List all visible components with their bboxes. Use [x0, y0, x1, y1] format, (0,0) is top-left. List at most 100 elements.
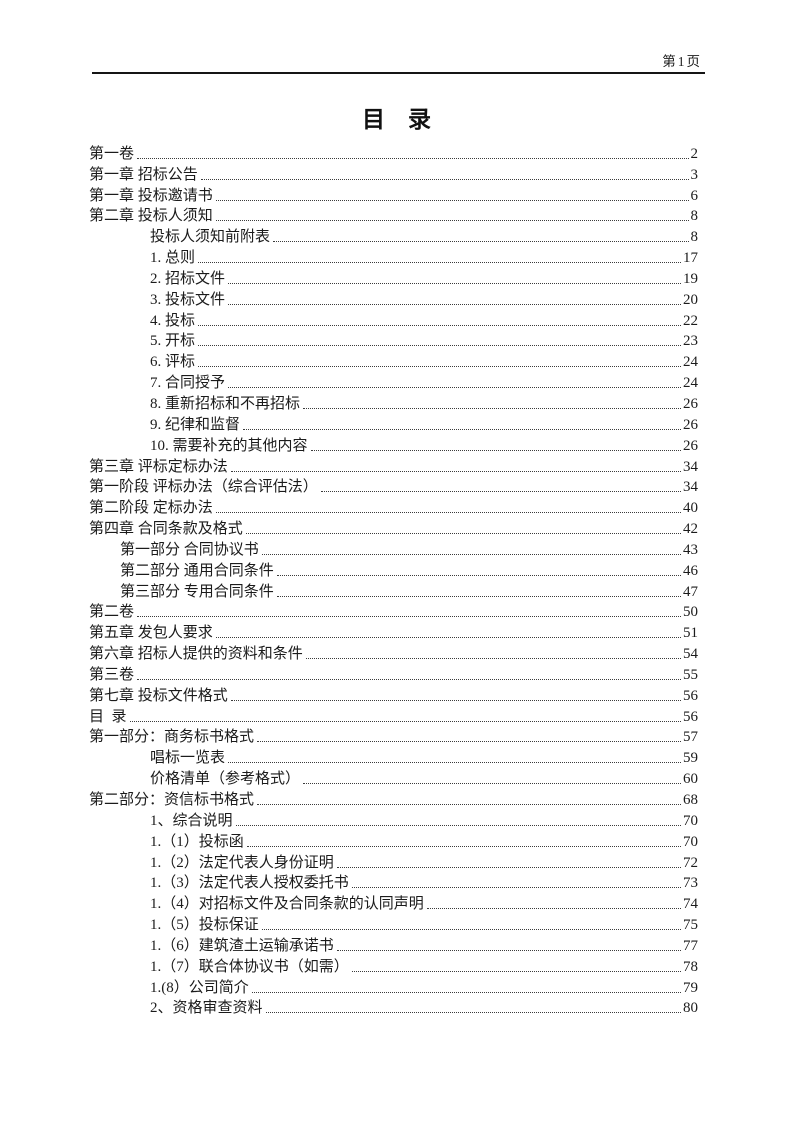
toc-entry-label: 第二阶段 定标办法	[89, 500, 213, 517]
toc-leader-dots	[198, 366, 681, 368]
toc-entry-label: 1.（7）联合体协议书（如需）	[150, 958, 349, 975]
toc-leader-dots	[261, 553, 681, 555]
toc-entry-page: 77	[683, 937, 698, 954]
toc-leader-dots	[336, 949, 681, 951]
toc-entry: 第一章 招标公告 3	[89, 163, 698, 184]
toc-entry-label: 第七章 投标文件格式	[89, 687, 228, 704]
toc-entry-page: 70	[683, 833, 698, 850]
toc-entry-page: 6	[690, 187, 699, 204]
toc-entry-page: 17	[683, 250, 698, 267]
toc-entry: 第二部分 通用合同条件 46	[89, 559, 698, 580]
toc-entry-page: 57	[683, 729, 698, 746]
toc-entry-label: 第二部分：资信标书格式	[89, 792, 255, 808]
toc-entry-label: 2、资格审查资料	[150, 1000, 263, 1017]
toc-entry-label: 第三部分 专用合同条件	[120, 583, 274, 600]
toc-entry-label: 第三章 评标定标办法	[89, 458, 228, 475]
toc-entry-label: 9. 纪律和监督	[150, 416, 241, 433]
toc-entry-label: 第一章 投标邀请书	[89, 187, 213, 204]
toc-entry-page: 75	[683, 917, 698, 934]
toc-entry: 价格清单（参考格式） 60	[89, 767, 698, 788]
toc-leader-dots	[246, 845, 681, 847]
page-title: 目 录	[362, 107, 431, 132]
header-page-number: 第1页	[659, 50, 705, 74]
toc-entry-label: 第二卷	[89, 604, 135, 621]
toc-entry-label: 第五章 发包人要求	[89, 625, 213, 642]
toc-entry-label: 第一部分 合同协议书	[120, 541, 259, 558]
toc-entry: 第七章 投标文件格式 56	[89, 684, 698, 705]
toc-entry-label: 第一卷	[89, 145, 135, 162]
toc-entry: 1.（6）建筑渣土运输承诺书 77	[89, 934, 698, 955]
toc-leader-dots	[215, 512, 681, 514]
toc-leader-dots	[351, 887, 681, 889]
toc-entry-page: 68	[683, 792, 698, 808]
toc-entry-page: 24	[683, 354, 698, 371]
toc-entry-label: 第六章 招标人提供的资料和条件	[89, 646, 303, 663]
header-rule	[92, 72, 705, 74]
toc-entry-page: 70	[683, 812, 698, 829]
toc-leader-dots	[230, 699, 681, 701]
toc-leader-dots	[137, 157, 689, 159]
toc-entry: 第一章 投标邀请书 6	[89, 184, 698, 205]
toc-entry: 目 录 56	[89, 705, 698, 726]
toc-leader-dots	[228, 303, 681, 305]
toc-leader-dots	[215, 637, 681, 639]
toc-leader-dots	[351, 970, 681, 972]
toc-leader-dots	[276, 595, 681, 597]
toc-leader-dots	[273, 241, 689, 243]
toc-entry: 1.（3）法定代表人授权委托书 73	[89, 872, 698, 893]
toc-entry: 1.（7）联合体协议书（如需） 78	[89, 955, 698, 976]
toc-entry: 1.（5）投标保证 75	[89, 913, 698, 934]
toc-leader-dots	[198, 262, 681, 264]
toc-entry-page: 34	[683, 479, 698, 496]
toc-entry-label: 10. 需要补充的其他内容	[150, 437, 308, 454]
toc-leader-dots	[257, 741, 681, 743]
toc-entry: 9. 纪律和监督 26	[89, 413, 698, 434]
toc-entry: 6. 评标 24	[89, 350, 698, 371]
toc-entry: 第二阶段 定标办法 40	[89, 496, 698, 517]
toc-leader-dots	[200, 178, 689, 180]
toc-entry-page: 73	[683, 875, 698, 892]
toc-entry-label: 第三卷	[89, 666, 135, 683]
toc-entry-label: 4. 投标	[150, 312, 196, 329]
toc-entry: 第一部分：商务标书格式 57	[89, 726, 698, 747]
toc-entry-label: 1.(8）公司简介	[150, 979, 249, 996]
toc-leader-dots	[257, 804, 681, 805]
toc-entry: 第四章 合同条款及格式 42	[89, 517, 698, 538]
toc-entry-page: 60	[683, 771, 698, 788]
toc-entry: 第二部分：资信标书格式 68	[89, 788, 698, 809]
toc-entry-label: 第四章 合同条款及格式	[89, 521, 243, 538]
toc-entry-page: 54	[683, 646, 698, 663]
toc-entry-page: 26	[683, 416, 698, 433]
toc-entry-page: 8	[690, 208, 699, 225]
toc-leader-dots	[303, 407, 681, 409]
toc-entry: 第三章 评标定标办法 34	[89, 455, 698, 476]
toc-entry: 第二章 投标人须知 8	[89, 205, 698, 226]
toc-entry-label: 1.（4）对招标文件及合同条款的认同声明	[150, 896, 424, 913]
toc-entry-label: 第二部分 通用合同条件	[120, 562, 274, 579]
toc-entry: 3. 投标文件 20	[89, 288, 698, 309]
toc-entry-page: 8	[690, 229, 699, 246]
toc-entry-label: 1、综合说明	[150, 812, 233, 829]
toc-leader-dots	[303, 783, 681, 785]
toc-entry: 投标人须知前附表 8	[89, 225, 698, 246]
toc-leader-dots	[228, 282, 681, 284]
toc-entry: 唱标一览表 59	[89, 746, 698, 767]
toc-leader-dots	[265, 1012, 681, 1014]
toc-entry-label: 1.（5）投标保证	[150, 917, 259, 934]
toc-entry: 8. 重新招标和不再招标 26	[89, 392, 698, 413]
toc-entry-page: 23	[683, 333, 698, 350]
toc-entry-label: 1. 总则	[150, 250, 196, 267]
toc-entry: 1.(8）公司简介 79	[89, 976, 698, 997]
toc-entry: 第一部分 合同协议书 43	[89, 538, 698, 559]
toc-entry: 4. 投标 22	[89, 309, 698, 330]
toc-entry: 1.（2）法定代表人身份证明 72	[89, 851, 698, 872]
toc-entry-label: 2. 招标文件	[150, 270, 226, 287]
toc-entry-label: 第一部分：商务标书格式	[89, 729, 255, 746]
toc-entry: 第六章 招标人提供的资料和条件 54	[89, 642, 698, 663]
toc-entry-label: 6. 评标	[150, 354, 196, 371]
toc-entry-page: 20	[683, 291, 698, 308]
toc-leader-dots	[198, 345, 681, 347]
toc-entry-label: 唱标一览表	[150, 750, 226, 767]
toc-entry-label: 目 录	[89, 708, 127, 725]
toc-entry-label: 8. 重新招标和不再招标	[150, 395, 301, 412]
